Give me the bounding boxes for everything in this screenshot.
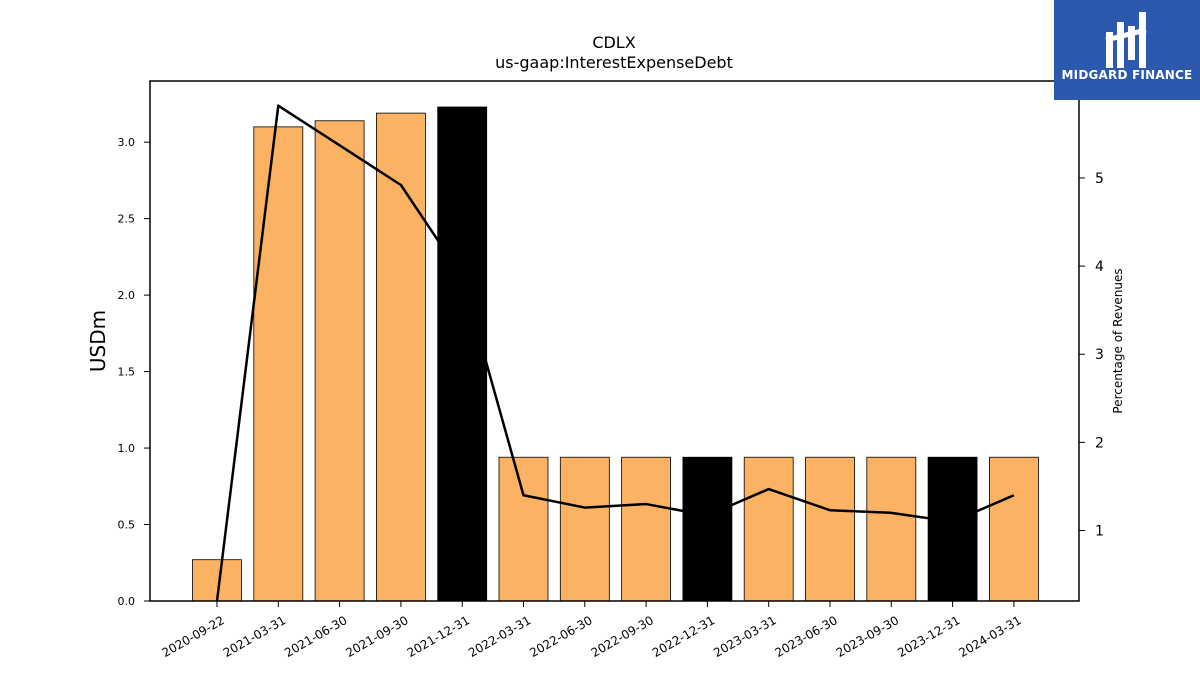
y2-tick-label: 2 [1095,435,1104,451]
x-tick-label: 2023-12-31 [895,613,962,660]
x-tick-label: 2021-12-31 [405,613,472,660]
y-tick-label: 0.5 [118,519,136,532]
y-tick-label: 2.5 [118,213,136,226]
x-tick-label: 2023-09-30 [834,613,901,660]
y-axis-ticks: 0.0 0.5 1.0 1.5 2.0 2.5 3.0 [118,136,150,608]
y2-tick-label: 3 [1095,347,1104,363]
x-tick-label: 2021-09-30 [343,613,410,660]
x-axis-ticks: 2020-09-222021-03-312021-06-302021-09-30… [159,601,1024,660]
bar [866,456,917,602]
y2-tick-label: 1 [1095,523,1104,539]
y2-axis-ticks: 1 2 3 4 5 [1079,171,1104,539]
y2-axis-label: Percentage of Revenues [1111,268,1125,413]
x-tick-label: 2022-12-31 [650,613,717,660]
bar [989,456,1039,602]
x-tick-label: 2021-03-31 [221,613,288,660]
y-tick-label: 1.0 [118,442,136,455]
plot-frame [149,80,1080,602]
bar [559,456,610,602]
bar [375,112,426,602]
chart-subtitle: us-gaap:InterestExpenseDebt [495,53,733,72]
bar [805,456,855,602]
y-tick-label: 1.5 [118,366,136,379]
y-tick-label: 0.0 [118,595,136,608]
bar [927,456,978,602]
bar [621,456,671,602]
bar [743,456,794,602]
y2-tick-label: 4 [1095,259,1104,275]
mf-monogram-icon [1105,12,1147,68]
brand-logo: MIDGARD FINANCE [1054,0,1200,100]
x-tick-label: 2023-03-31 [711,613,778,660]
y2-tick-label: 5 [1095,171,1104,187]
x-tick-label: 2022-06-30 [527,613,594,660]
y-tick-label: 3.0 [118,136,136,149]
chart-title: CDLX [592,33,635,52]
percentage-line [215,104,1015,602]
bar [498,456,549,602]
x-tick-label: 2022-09-30 [589,613,656,660]
y-tick-label: 2.0 [118,289,136,302]
x-tick-label: 2020-09-22 [159,613,226,660]
bar [314,120,365,602]
x-tick-label: 2022-03-31 [466,613,533,660]
brand-name: MIDGARD FINANCE [1061,68,1193,82]
x-tick-label: 2021-06-30 [282,613,349,660]
bar [253,126,304,602]
bars-group [192,106,1039,602]
y-axis-label: USDm [86,310,110,372]
x-tick-label: 2024-03-31 [956,613,1023,660]
bar [437,106,488,602]
x-tick-label: 2023-06-30 [772,613,839,660]
bar [682,456,733,602]
